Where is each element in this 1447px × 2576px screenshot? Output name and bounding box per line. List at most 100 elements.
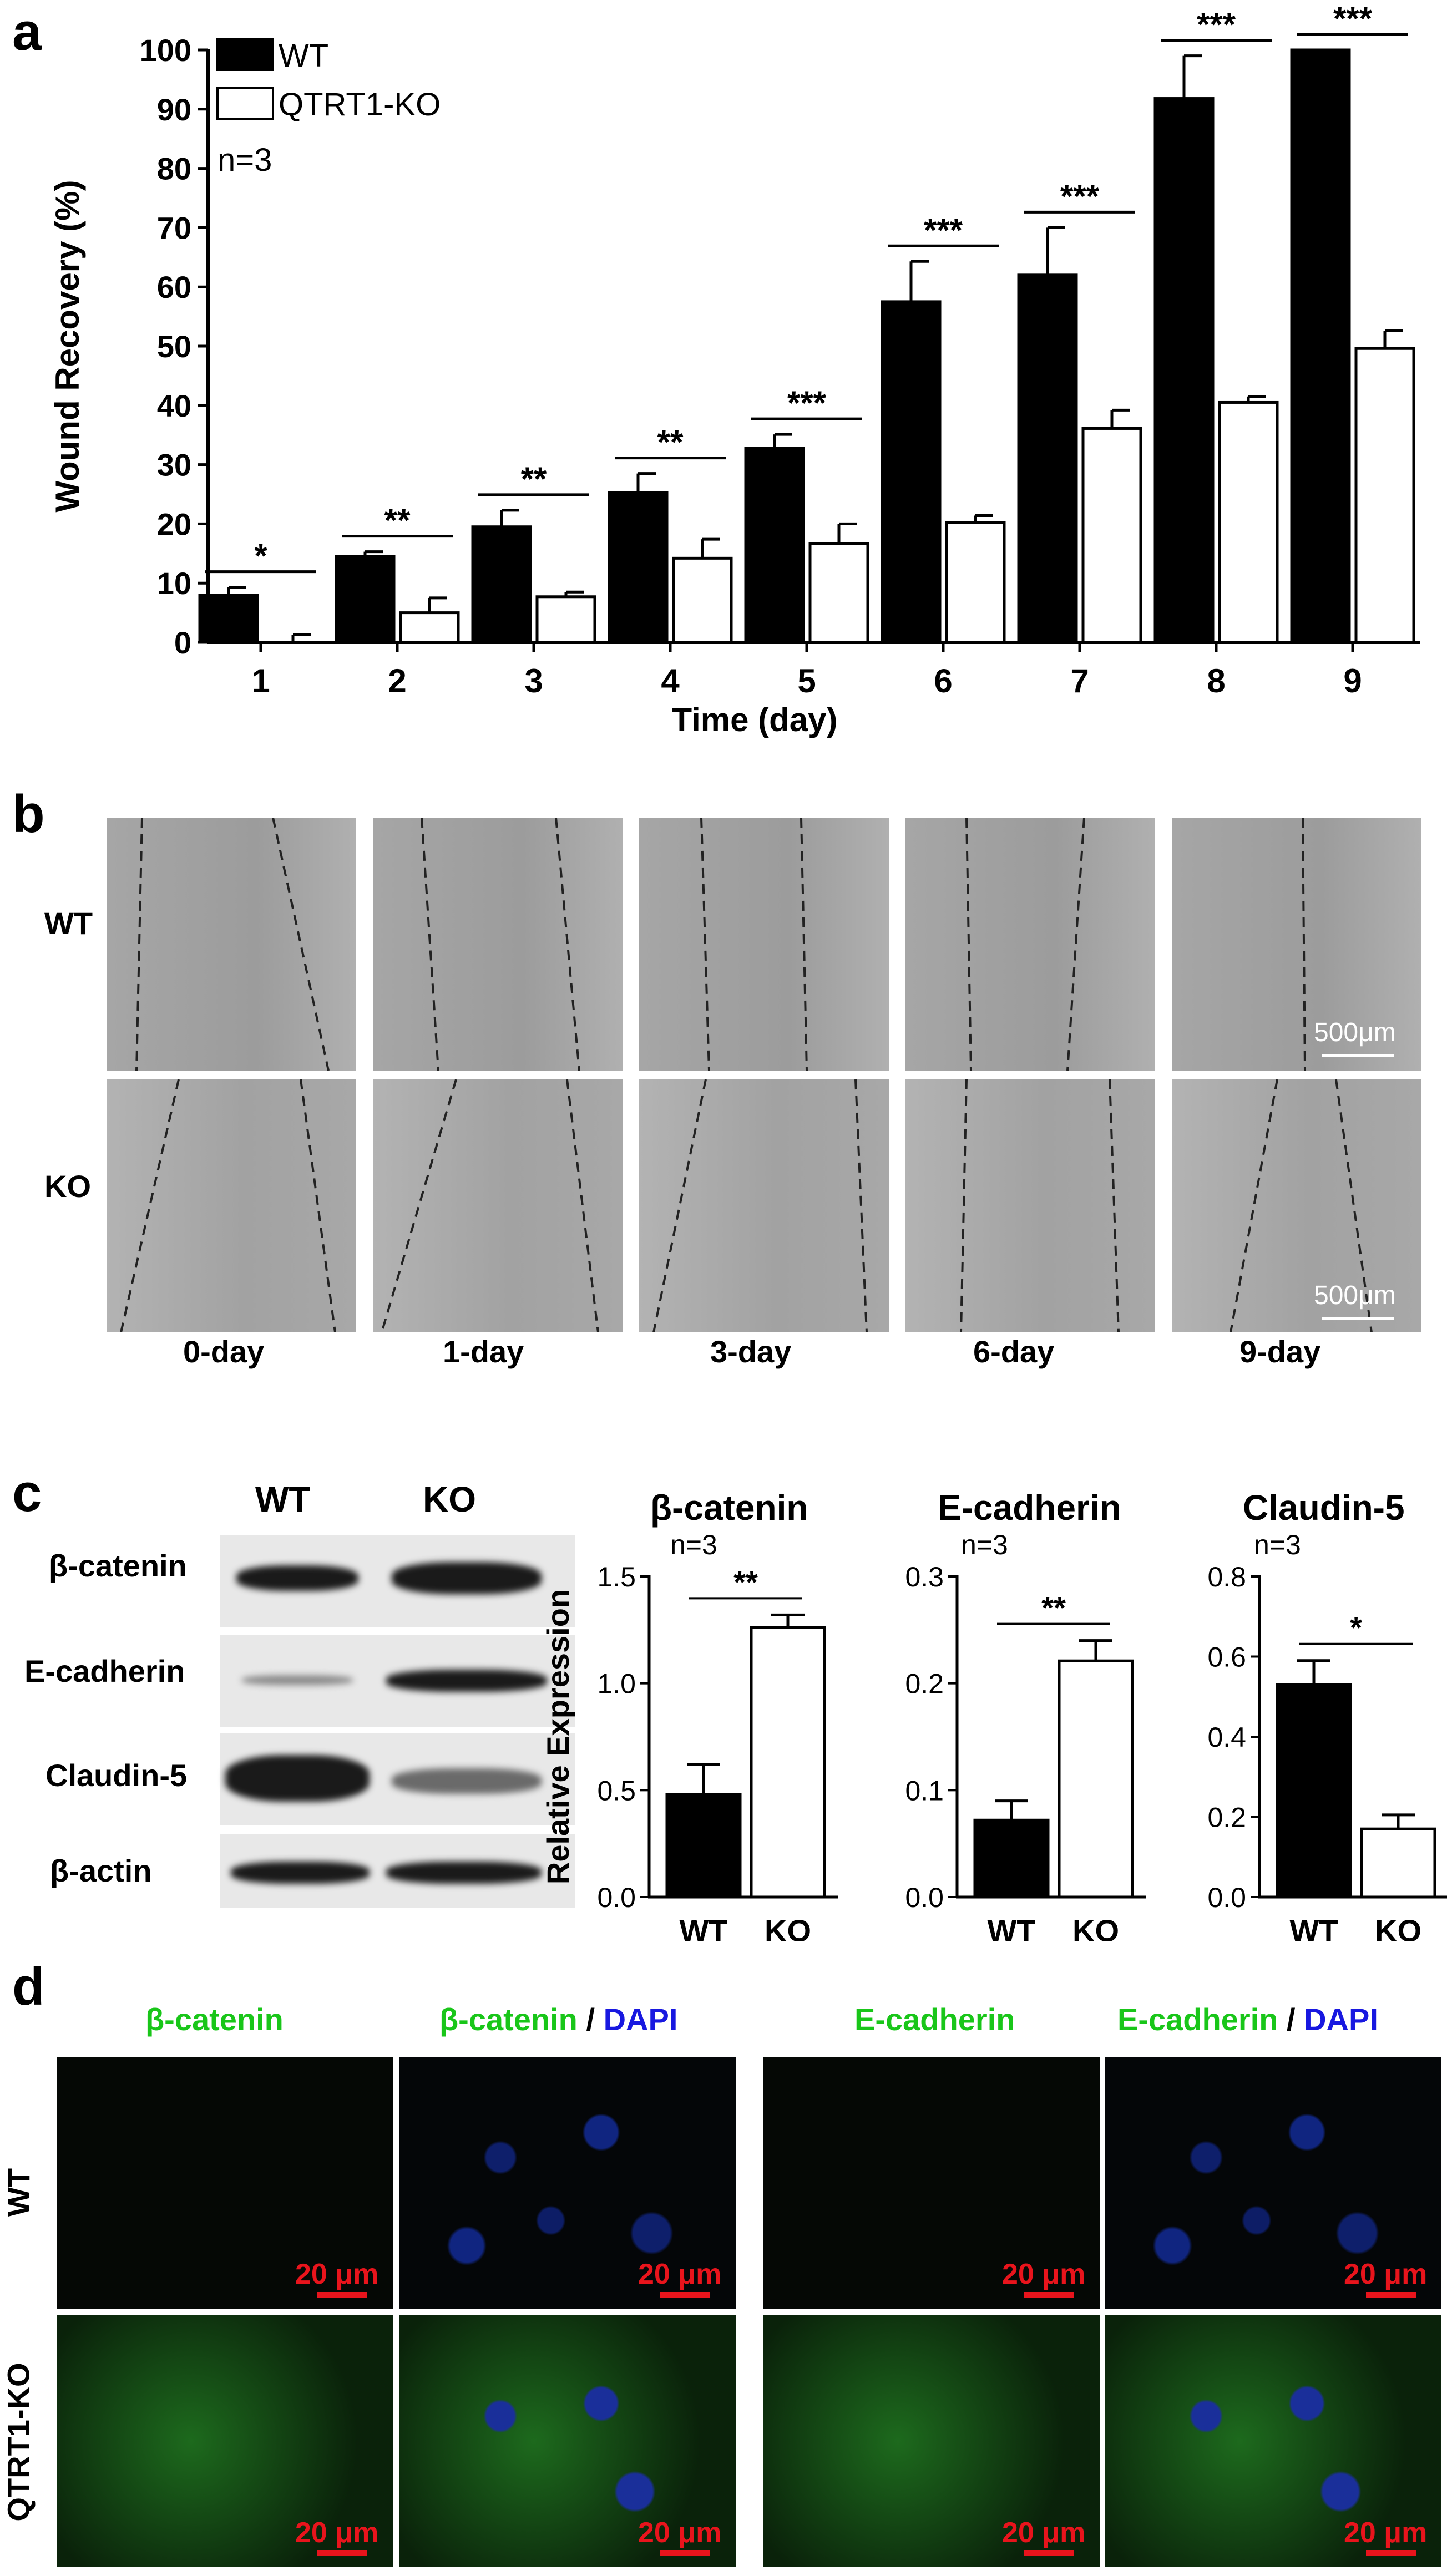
d-col4-sep: / bbox=[1278, 2002, 1304, 2037]
wound-edge-line bbox=[800, 818, 808, 1071]
wound-edge-overlay bbox=[960, 1079, 1120, 1332]
subchart-n: n=3 bbox=[1254, 1529, 1301, 1560]
subchart-bar-wt bbox=[1276, 1683, 1352, 1899]
fluor-image-wt-4: 20 μm bbox=[1105, 2057, 1441, 2309]
subchart-y-tick-label: 1.0 bbox=[597, 1669, 636, 1700]
fluor-image-wt-1: 20 μm bbox=[57, 2057, 393, 2309]
fluor-scale-label: 20 μm bbox=[1002, 2258, 1086, 2290]
d-col4-main: E-cadherin bbox=[1117, 2002, 1278, 2037]
y-tick-label: 0 bbox=[174, 625, 191, 660]
bar-ko bbox=[945, 521, 1006, 644]
y-tick-label: 90 bbox=[157, 92, 191, 127]
scale-label-wt: 500μm bbox=[1314, 1018, 1396, 1047]
bar-wt bbox=[198, 594, 259, 644]
fluor-scale-bar bbox=[317, 2292, 367, 2298]
x-axis-title: Time (day) bbox=[672, 701, 838, 738]
y-tick-label: 10 bbox=[157, 566, 191, 601]
subchart-x-label: WT bbox=[679, 1913, 727, 1941]
bar-wt bbox=[608, 491, 669, 644]
x-tick-label: 4 bbox=[661, 662, 680, 699]
d-col2-dapi: DAPI bbox=[603, 2002, 678, 2037]
x-tick-label: 3 bbox=[524, 662, 543, 699]
bar-ko bbox=[1081, 427, 1142, 644]
x-tick-label: 6 bbox=[934, 662, 952, 699]
fluor-scale-bar bbox=[1024, 2550, 1074, 2556]
blot-strip-bcatenin bbox=[220, 1535, 575, 1627]
y-tick-label: 20 bbox=[157, 506, 191, 541]
fluor-scale-label: 20 μm bbox=[1344, 2258, 1428, 2290]
wound-edge-line bbox=[421, 818, 439, 1071]
wound-edge-line bbox=[965, 818, 972, 1071]
significance-label: *** bbox=[1333, 0, 1373, 37]
subchart-y-tick-label: 0.2 bbox=[905, 1669, 944, 1700]
wound-edge-overlay bbox=[135, 818, 330, 1071]
y-tick-label: 60 bbox=[157, 270, 191, 305]
wound-edge-overlay bbox=[1302, 818, 1306, 1071]
subchart-title: Claudin-5 bbox=[1243, 1488, 1405, 1528]
wound-recovery-chart: 0 10 20 30 40 50 60 70 80 90 100 Wound Recovery (%)… bbox=[49, 0, 1420, 738]
fluor-scale-label: 20 μm bbox=[295, 2258, 379, 2290]
bar-wt bbox=[881, 300, 942, 644]
significance-label: ** bbox=[657, 424, 684, 461]
subchart-bar-wt bbox=[973, 1818, 1050, 1899]
d-col-title-ecadherin-dapi: E-cadherin / DAPI bbox=[1117, 2001, 1378, 2037]
x-tick-label: 8 bbox=[1207, 662, 1225, 699]
panel-label-d: d bbox=[12, 1957, 45, 2016]
d-col2-sep: / bbox=[577, 2002, 604, 2037]
subchart-bar-ko bbox=[750, 1626, 826, 1899]
subchart-significance: ** bbox=[1041, 1590, 1066, 1625]
fluor-scale-bar bbox=[1366, 2550, 1416, 2556]
subchart-y-tick-label: 1.5 bbox=[597, 1561, 636, 1593]
d-row-label-ko: QTRT1-KO bbox=[1, 2362, 36, 2522]
scale-bar-ko bbox=[1322, 1317, 1394, 1320]
col-label-9day: 9-day bbox=[1239, 1334, 1321, 1369]
col-label-1day: 1-day bbox=[443, 1334, 524, 1369]
band-ko-bcatenin bbox=[392, 1562, 542, 1594]
significance-label: *** bbox=[924, 211, 963, 249]
y-tick-label: 100 bbox=[140, 33, 191, 68]
subchart-significance: * bbox=[1350, 1610, 1362, 1645]
wound-image-ko-3 bbox=[639, 1079, 889, 1332]
significance-label: *** bbox=[1060, 178, 1100, 215]
blot-row-bactin: β-actin bbox=[50, 1853, 152, 1888]
fluor-scale-bar bbox=[317, 2550, 367, 2556]
wound-edge-line bbox=[854, 1079, 868, 1332]
d-row-label-wt: WT bbox=[1, 2168, 37, 2217]
wound-edge-line bbox=[120, 1079, 180, 1332]
bar-ko bbox=[1354, 347, 1415, 644]
fluor-image-ko-1: 20 μm bbox=[57, 2315, 393, 2567]
wound-edge-line bbox=[1066, 818, 1085, 1071]
blot-strip-claudin5 bbox=[220, 1733, 575, 1825]
subchart-title: β-catenin bbox=[650, 1488, 808, 1528]
significance-label: * bbox=[254, 537, 267, 575]
wound-image-wt-3 bbox=[639, 818, 889, 1071]
col-label-6day: 6-day bbox=[973, 1334, 1055, 1369]
subchart-y-tick-label: 0.0 bbox=[597, 1882, 636, 1913]
wound-edge-line bbox=[566, 1079, 599, 1332]
band-ko-claudin5 bbox=[392, 1768, 542, 1794]
d-col-title-bcatenin: β-catenin bbox=[145, 2002, 284, 2037]
band-ko-bactin bbox=[386, 1862, 542, 1884]
wound-edge-line bbox=[1109, 1079, 1120, 1332]
x-tick-label: 1 bbox=[251, 662, 270, 699]
fluor-scale-label: 20 μm bbox=[1344, 2517, 1428, 2549]
scale-label-ko: 500μm bbox=[1314, 1281, 1396, 1310]
wound-edge-line bbox=[1335, 1079, 1373, 1332]
scale-bar-wt bbox=[1322, 1054, 1394, 1057]
wound-edge-line bbox=[652, 1079, 707, 1332]
legend-swatch-wt bbox=[216, 38, 274, 71]
subchart-bar-ko bbox=[1058, 1659, 1134, 1899]
wound-edge-overlay bbox=[120, 1079, 336, 1332]
subchart-y-tick-label: 0.8 bbox=[1207, 1561, 1246, 1593]
wound-edge-overlay bbox=[652, 1079, 868, 1332]
blot-strip-bactin bbox=[220, 1834, 575, 1908]
d-col4-dapi: DAPI bbox=[1304, 2002, 1378, 2037]
bar-ko bbox=[1218, 400, 1279, 644]
x-tick-label: 9 bbox=[1343, 662, 1362, 699]
subchart-significance: ** bbox=[733, 1564, 758, 1599]
significance-label: *** bbox=[787, 384, 827, 422]
fluor-image-ko-3: 20 μm bbox=[763, 2315, 1100, 2567]
fluor-image-ko-2: 20 μm bbox=[399, 2315, 736, 2567]
legend-swatch-ko bbox=[216, 87, 274, 120]
blot-col-wt: WT bbox=[255, 1479, 311, 1519]
